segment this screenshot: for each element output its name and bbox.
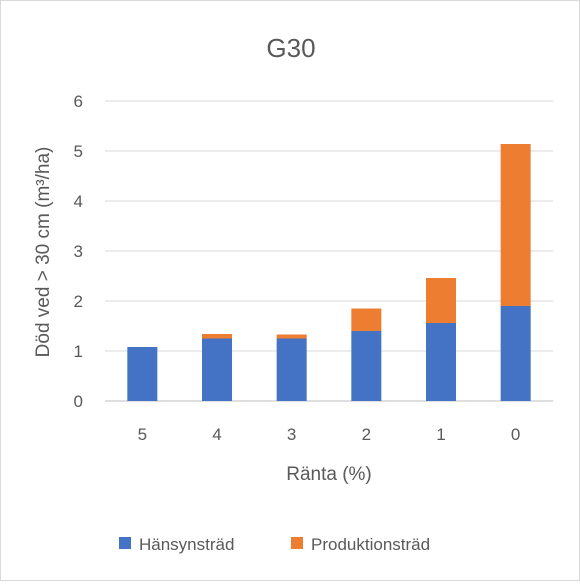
x-tick-label: 4: [212, 425, 221, 444]
y-tick-label: 4: [74, 192, 83, 211]
x-axis-label: Ränta (%): [286, 464, 372, 485]
x-tick-label: 3: [287, 425, 296, 444]
bar-segment: [351, 331, 382, 401]
legend: Hänsynsträd Produktionsträd: [119, 535, 430, 554]
bar-segment: [127, 347, 158, 401]
bar-segment: [426, 278, 456, 323]
legend-label: Produktionsträd: [311, 535, 430, 554]
bar-segment: [500, 306, 531, 401]
x-tick-label: 1: [436, 425, 445, 444]
x-tick-label: 5: [138, 425, 147, 444]
bar-segment: [202, 338, 232, 401]
bar-segment: [500, 144, 531, 306]
legend-label: Hänsynsträd: [139, 535, 234, 554]
y-tick-label: 2: [74, 292, 83, 311]
bar-segment: [276, 338, 307, 401]
y-tick-label: 0: [74, 392, 83, 411]
x-tick-labels: 5 4 3 2 1 0: [138, 425, 521, 444]
y-tick-label: 1: [74, 342, 83, 361]
legend-swatch: [291, 537, 303, 549]
bar-segment: [202, 334, 232, 339]
chart-title: G30: [266, 33, 315, 63]
bar-segment: [426, 323, 456, 401]
x-tick-label: 0: [511, 425, 520, 444]
y-tick-label: 6: [74, 92, 83, 111]
y-tick-labels: 0 1 2 3 4 5 6: [74, 92, 83, 411]
bar-segment: [351, 308, 382, 331]
y-tick-label: 3: [74, 242, 83, 261]
y-tick-label: 5: [74, 142, 83, 161]
gridlines: [105, 100, 553, 402]
bar-segment: [276, 334, 307, 339]
y-axis-label: Död ved > 30 cm (m³/ha): [33, 147, 54, 358]
legend-swatch: [119, 537, 131, 549]
x-tick-label: 2: [362, 425, 371, 444]
bars: [127, 144, 531, 401]
